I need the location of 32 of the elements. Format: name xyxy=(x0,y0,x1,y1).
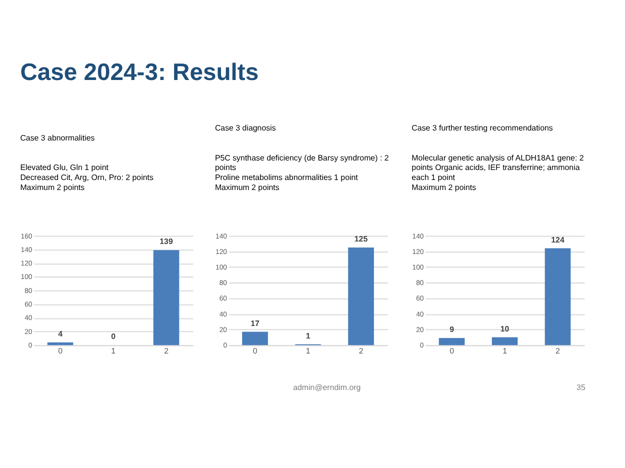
text: 35 xyxy=(576,382,586,392)
data-label: 125 xyxy=(354,234,368,244)
data-label: 10 xyxy=(500,324,510,334)
chart-subtitle: P5C synthase deficiency (de Barsy syndrome) : 2 points Proline metabolims abnormalities 1 point Maximum 2 points xyxy=(214,153,390,192)
bar xyxy=(242,332,268,346)
data-label: 9 xyxy=(450,325,455,334)
chart-title: Case 3 diagnosis xyxy=(214,123,276,132)
text: Case 2024-3: Results xyxy=(20,58,259,86)
data-label: 1 xyxy=(306,331,311,340)
chart-subtitle: Elevated Glu, Gln 1 point Decreased Cit, Arg, Orn, Pro: 2 points Maximum 2 points xyxy=(20,163,154,192)
x-tick-label: 2 xyxy=(556,346,561,356)
x-tick-label: 1 xyxy=(306,346,311,356)
text: admin@erndim.org xyxy=(293,382,361,392)
bar xyxy=(544,248,571,346)
chart-title: Case 3 further testing recommendations xyxy=(412,123,553,132)
bar xyxy=(348,247,374,346)
bar xyxy=(492,337,518,346)
x-tick-label: 1 xyxy=(502,346,508,356)
x-tick-label: 0 xyxy=(450,346,455,356)
chart-title: Case 3 abnormalities xyxy=(20,133,95,142)
x-tick-label: 0 xyxy=(252,346,258,356)
data-label: 4 xyxy=(58,329,64,338)
data-label: 124 xyxy=(551,235,565,244)
x-tick-label: 2 xyxy=(164,346,170,356)
x-tick-label: 0 xyxy=(58,346,64,356)
x-tick-label: 2 xyxy=(358,346,364,356)
data-label: 0 xyxy=(111,332,116,342)
chart-subtitle: Molecular genetic analysis of ALDH18A1 gene: 2 points Organic acids, IEF transferrine; ammonia each 1 point Maximum 2 points xyxy=(412,153,584,192)
data-label: 139 xyxy=(160,237,174,246)
x-tick-label: 1 xyxy=(111,346,116,356)
bar xyxy=(438,338,465,346)
data-label: 17 xyxy=(250,318,260,328)
